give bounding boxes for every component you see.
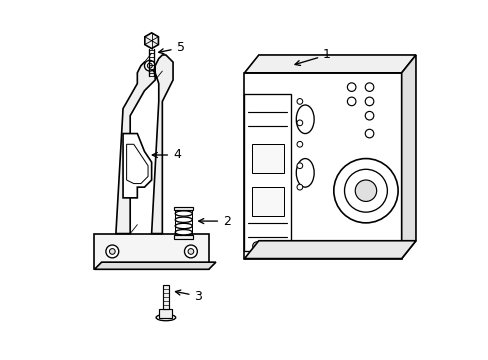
Polygon shape bbox=[94, 234, 208, 269]
Bar bbox=[159, 309, 172, 318]
Polygon shape bbox=[244, 55, 415, 73]
Circle shape bbox=[184, 245, 197, 258]
Text: 2: 2 bbox=[198, 215, 230, 228]
Circle shape bbox=[346, 83, 355, 91]
Text: 5: 5 bbox=[158, 41, 184, 54]
Ellipse shape bbox=[296, 158, 313, 187]
Circle shape bbox=[109, 249, 115, 254]
Polygon shape bbox=[126, 144, 148, 184]
Polygon shape bbox=[116, 62, 155, 234]
Circle shape bbox=[365, 129, 373, 138]
Bar bbox=[163, 285, 168, 309]
Circle shape bbox=[147, 63, 152, 68]
Polygon shape bbox=[401, 55, 415, 258]
Circle shape bbox=[346, 97, 355, 106]
Circle shape bbox=[354, 180, 376, 202]
Bar bbox=[174, 207, 193, 210]
Polygon shape bbox=[244, 241, 415, 258]
Circle shape bbox=[144, 60, 155, 71]
Circle shape bbox=[252, 242, 261, 250]
Bar bbox=[251, 187, 283, 216]
Circle shape bbox=[376, 244, 380, 248]
Circle shape bbox=[296, 99, 302, 104]
Ellipse shape bbox=[156, 314, 175, 321]
Ellipse shape bbox=[175, 211, 192, 216]
Circle shape bbox=[296, 163, 302, 168]
Bar bbox=[251, 144, 283, 173]
Circle shape bbox=[254, 244, 259, 248]
Ellipse shape bbox=[296, 105, 313, 134]
Polygon shape bbox=[151, 55, 173, 234]
Ellipse shape bbox=[175, 230, 192, 235]
Bar bbox=[244, 73, 401, 258]
Bar bbox=[174, 235, 193, 239]
Circle shape bbox=[296, 184, 302, 190]
Bar bbox=[244, 94, 290, 251]
Polygon shape bbox=[123, 134, 151, 198]
Text: 1: 1 bbox=[294, 49, 330, 66]
Circle shape bbox=[365, 97, 373, 106]
Circle shape bbox=[296, 141, 302, 147]
Ellipse shape bbox=[175, 217, 192, 222]
Circle shape bbox=[188, 249, 193, 254]
Circle shape bbox=[365, 83, 373, 91]
Circle shape bbox=[365, 111, 373, 120]
Polygon shape bbox=[144, 33, 158, 49]
Circle shape bbox=[344, 169, 386, 212]
Circle shape bbox=[106, 245, 119, 258]
Ellipse shape bbox=[175, 223, 192, 229]
Text: 4: 4 bbox=[152, 148, 181, 162]
Text: 3: 3 bbox=[175, 289, 202, 303]
Circle shape bbox=[296, 120, 302, 126]
Polygon shape bbox=[94, 262, 216, 269]
Circle shape bbox=[373, 242, 382, 250]
Circle shape bbox=[333, 158, 397, 223]
